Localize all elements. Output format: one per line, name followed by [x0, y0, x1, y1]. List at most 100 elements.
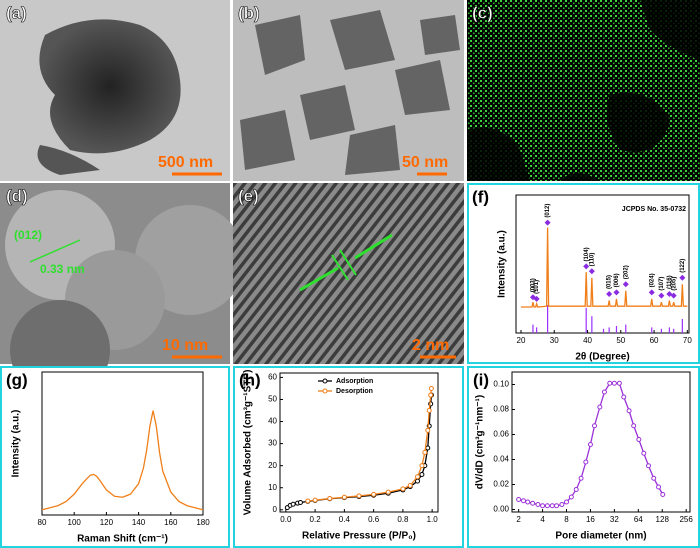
data-point	[607, 380, 613, 386]
x-tick-label: 60	[650, 336, 659, 345]
panel-label: (h)	[239, 370, 261, 389]
x-tick-label: 140	[132, 518, 146, 527]
x-tick-label: 0.4	[339, 515, 351, 524]
plot-frame	[41, 371, 204, 516]
x-tick-label: 70	[683, 336, 692, 345]
scale-text: 2 nm	[412, 337, 449, 354]
peak-label: (116)	[667, 275, 673, 289]
scale-text: 50 nm	[402, 154, 448, 171]
plot-frame	[511, 371, 691, 513]
data-point	[597, 404, 603, 410]
plot-frame	[279, 372, 439, 513]
annotation: (012)	[14, 228, 42, 242]
y-tick-label: 60	[268, 373, 277, 382]
data-point	[656, 484, 662, 490]
particle	[39, 19, 181, 154]
x-tick-label: 2	[516, 515, 521, 524]
peak-label: (122)	[680, 259, 686, 273]
x-tick-label: 16	[586, 515, 595, 524]
data-line	[520, 227, 688, 308]
data-point	[660, 492, 666, 497]
peak-label: (006)	[614, 273, 620, 287]
x-tick-label: 4	[540, 515, 545, 524]
lattice-image	[233, 183, 464, 364]
annotation-line	[29, 239, 81, 263]
data-point	[520, 498, 526, 504]
y-tick-label: 0	[273, 505, 278, 514]
peak-label: (024)	[649, 273, 655, 287]
data-point	[626, 408, 632, 414]
peak-label: (107)	[659, 277, 665, 291]
y-tick-label: 40	[268, 417, 277, 426]
y-axis-label: Intensity (a.u.)	[11, 410, 22, 478]
y-tick-label: 0.00	[493, 505, 509, 514]
data-line	[41, 410, 204, 511]
peak-marker	[648, 289, 655, 296]
peak-marker	[613, 289, 620, 296]
x-tick-label: 0.6	[368, 515, 380, 524]
peak-label: (003)	[531, 278, 537, 292]
peak-marker	[670, 292, 677, 299]
data-point	[641, 450, 647, 456]
panel-label: (c)	[472, 3, 493, 22]
peak-marker	[588, 268, 595, 275]
peak-label: (101)	[534, 280, 540, 294]
legend-label: Desorption	[336, 388, 373, 395]
y-axis-label: Volume Adsorbed (cm³g⁻¹STP)	[243, 370, 254, 516]
y-tick-label: 10	[268, 483, 277, 492]
data-point	[305, 498, 311, 504]
peak-marker	[583, 263, 590, 270]
y-tick-label: 20	[268, 461, 277, 470]
y-tick-label: 0.02	[493, 480, 509, 489]
panel-label: (e)	[238, 186, 259, 205]
data-point	[583, 459, 589, 465]
x-tick-label: 0.0	[280, 515, 292, 524]
data-line	[307, 388, 433, 502]
legend-marker	[322, 388, 328, 394]
data-point	[525, 499, 531, 505]
empty-region	[467, 0, 700, 181]
data-point	[356, 493, 362, 499]
x-tick-label: 256	[679, 515, 693, 524]
y-tick-label: 0.06	[493, 430, 509, 439]
data-point	[425, 427, 431, 433]
y-tick-label: 30	[268, 439, 277, 448]
x-tick-label: 80	[38, 518, 47, 527]
panel-label: (a)	[6, 3, 27, 22]
data-point	[428, 385, 434, 391]
peak-label: (202)	[623, 265, 629, 279]
peak-marker	[679, 274, 686, 281]
data-point	[573, 487, 579, 492]
panel-frame	[467, 366, 700, 548]
panel-b: (b) 50 nm	[233, 0, 464, 181]
arrow	[354, 233, 393, 260]
peak-marker	[606, 291, 613, 298]
data-point	[549, 503, 555, 509]
annotation: 0.33 nm	[40, 262, 85, 276]
data-point	[312, 497, 318, 503]
x-tick-label: 40	[583, 336, 592, 345]
data-point	[371, 491, 377, 497]
x-tick-label: 100	[68, 518, 82, 527]
y-tick-label: 0.04	[493, 455, 509, 464]
panel-a: (a) 500 nm	[0, 0, 230, 181]
data-point	[559, 502, 565, 507]
fringe-mark	[331, 254, 349, 281]
particle	[37, 145, 100, 175]
data-point	[290, 501, 296, 507]
panel-frame	[0, 366, 230, 548]
panel-label: (f)	[472, 187, 489, 206]
data-point	[415, 478, 421, 484]
peak-marker	[533, 295, 540, 302]
x-axis-label: Relative Pressure (P/P₀)	[302, 531, 416, 542]
x-tick-label: 1.0	[427, 515, 439, 524]
data-point	[419, 463, 425, 469]
x-tick-label: 50	[616, 336, 625, 345]
x-tick-label: 64	[634, 515, 643, 524]
panel-frame	[233, 366, 464, 548]
data-point	[554, 503, 560, 509]
fringe-mark	[339, 249, 357, 276]
data-point	[568, 494, 574, 500]
data-point	[621, 394, 627, 400]
panel-c: (c)	[467, 0, 700, 181]
